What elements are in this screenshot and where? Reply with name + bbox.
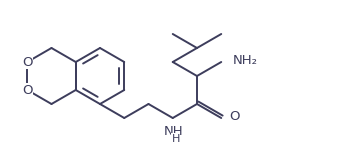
Text: O: O (22, 56, 32, 69)
Text: O: O (229, 110, 240, 123)
Text: O: O (22, 83, 32, 97)
Text: H: H (172, 134, 180, 144)
Text: NH: NH (164, 125, 184, 138)
Text: NH₂: NH₂ (233, 53, 258, 66)
